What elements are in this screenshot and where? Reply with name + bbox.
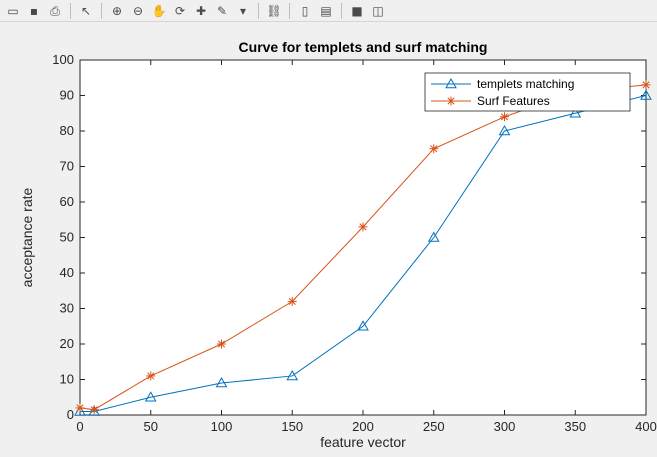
legend-icon[interactable]: ▤ bbox=[320, 3, 332, 18]
data-point bbox=[357, 320, 369, 331]
x-tick-label: 0 bbox=[76, 419, 83, 434]
data-point bbox=[641, 80, 651, 90]
y-tick-label: 80 bbox=[60, 123, 74, 138]
y-tick-label: 70 bbox=[60, 159, 74, 174]
marker-stroke bbox=[288, 297, 296, 305]
legend-entry: Surf Features bbox=[431, 94, 550, 108]
x-tick-label: 50 bbox=[144, 419, 158, 434]
legend-entries: templets matching Surf Features bbox=[431, 77, 574, 108]
figure-toolbar: ▭ ▪ ⎙ ↖ ⊕ ⊖ ✋ ⟳ ✚ ✎ ▾ ⛓ ▯ ▤ ■ ◫ bbox=[0, 0, 657, 22]
y-tick-label: 50 bbox=[60, 230, 74, 245]
y-axis-label: acceptance rate bbox=[19, 187, 35, 287]
brush-icon[interactable]: ✎ bbox=[216, 3, 228, 18]
save-icon[interactable]: ▪ bbox=[29, 3, 39, 18]
legend-marker bbox=[445, 77, 457, 89]
series-layer bbox=[74, 80, 652, 416]
legend[interactable]: templets matching Surf Features bbox=[424, 72, 631, 112]
data-point bbox=[500, 112, 509, 122]
open-folder-icon[interactable]: ▭ bbox=[7, 3, 19, 18]
marker-stroke bbox=[147, 372, 155, 380]
toolbar-separator bbox=[341, 2, 342, 19]
y-tick-label: 0 bbox=[67, 407, 74, 422]
marker-stroke bbox=[359, 223, 367, 231]
data-point bbox=[286, 369, 299, 381]
link-icon[interactable]: ⛓ bbox=[266, 3, 282, 18]
x-tick-label: 100 bbox=[211, 419, 233, 434]
data-point bbox=[75, 403, 85, 413]
marker-stroke bbox=[500, 113, 509, 121]
marker-stroke bbox=[76, 404, 84, 412]
legend-label: Surf Features bbox=[477, 94, 550, 108]
data-point bbox=[427, 231, 440, 242]
plot-area bbox=[79, 59, 647, 416]
colorbar-icon[interactable]: ▯ bbox=[301, 3, 309, 18]
data-point bbox=[88, 405, 101, 416]
series-1 bbox=[74, 89, 652, 416]
y-tick-label: 20 bbox=[60, 336, 74, 351]
data-cursor-icon[interactable]: ✚ bbox=[195, 3, 207, 18]
data-point bbox=[498, 124, 511, 136]
print-icon[interactable]: ⎙ bbox=[50, 3, 60, 18]
legend-label: templets matching bbox=[477, 77, 574, 91]
legend-box bbox=[424, 72, 631, 112]
data-point bbox=[146, 371, 156, 381]
dock-icon[interactable]: ◫ bbox=[372, 3, 384, 18]
y-tick-label: 40 bbox=[60, 265, 74, 280]
toolbar-separator bbox=[289, 2, 290, 19]
marker-stroke bbox=[217, 340, 226, 348]
data-point bbox=[89, 405, 99, 415]
data-point bbox=[144, 391, 157, 402]
data-point bbox=[569, 107, 582, 118]
toolbar-separator bbox=[258, 2, 259, 19]
y-tick-label: 100 bbox=[52, 52, 74, 67]
marker-stroke bbox=[90, 406, 98, 414]
marker-stroke bbox=[430, 145, 438, 153]
data-point bbox=[215, 377, 228, 388]
marker-stroke bbox=[447, 97, 455, 105]
data-point bbox=[429, 144, 439, 154]
axis-ticks: 0 50 100 150 200 250 300 350 400 0 10 20 30 40 50 60 70 8… bbox=[52, 52, 657, 434]
toolbar-separator bbox=[70, 2, 71, 19]
y-tick-label: 90 bbox=[60, 88, 74, 103]
legend-entry: templets matching bbox=[431, 77, 574, 91]
pointer-icon[interactable]: ↖ bbox=[80, 3, 92, 18]
x-tick-label: 200 bbox=[352, 419, 374, 434]
x-tick-label: 350 bbox=[564, 419, 586, 434]
data-point bbox=[287, 296, 297, 306]
zoom-in-icon[interactable]: ⊕ bbox=[111, 3, 123, 18]
y-tick-label: 60 bbox=[60, 194, 74, 209]
toolbar-separator bbox=[101, 2, 102, 19]
x-tick-label: 300 bbox=[494, 419, 516, 434]
x-tick-label: 150 bbox=[281, 419, 303, 434]
marker-stroke bbox=[642, 81, 650, 89]
y-tick-label: 10 bbox=[60, 372, 74, 387]
x-tick-label: 250 bbox=[423, 419, 445, 434]
x-axis-label: feature vector bbox=[320, 434, 406, 450]
x-tick-label: 400 bbox=[635, 419, 657, 434]
data-point bbox=[640, 89, 652, 100]
chart-title: Curve for templets and surf matching bbox=[239, 39, 488, 55]
y-tick-label: 30 bbox=[60, 301, 74, 316]
legend-marker bbox=[446, 96, 456, 106]
series-line bbox=[80, 95, 647, 412]
data-point bbox=[217, 339, 226, 349]
zoom-out-icon[interactable]: ⊖ bbox=[132, 3, 144, 18]
dropdown-arrow-icon[interactable]: ▾ bbox=[239, 3, 247, 18]
data-point bbox=[358, 222, 368, 232]
hide-tools-icon[interactable]: ■ bbox=[351, 3, 363, 18]
pan-icon[interactable]: ✋ bbox=[151, 3, 167, 18]
rotate-icon[interactable]: ⟳ bbox=[174, 3, 186, 18]
